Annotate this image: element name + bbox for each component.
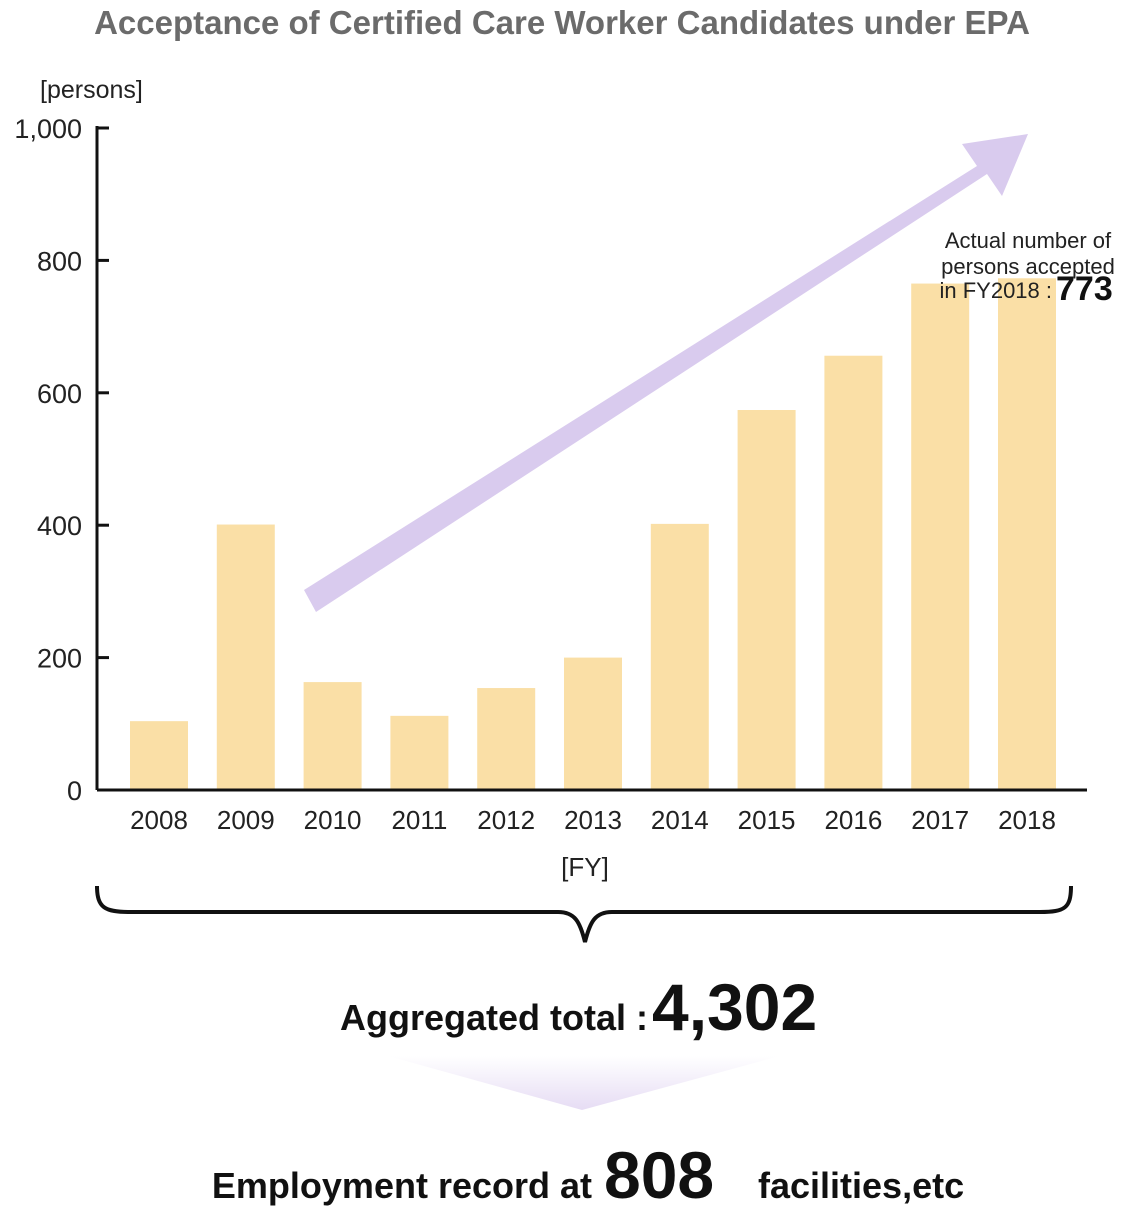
y-tick-label: 400 bbox=[37, 511, 82, 541]
x-tick-label: 2010 bbox=[304, 805, 362, 835]
y-tick-label: 200 bbox=[37, 644, 82, 674]
bar-2008 bbox=[130, 721, 188, 790]
x-tick-label: 2009 bbox=[217, 805, 275, 835]
bar-2013 bbox=[564, 657, 622, 790]
trend-arrow-icon bbox=[304, 134, 1028, 612]
brace bbox=[95, 885, 1073, 943]
employment-prefix: Employment record at bbox=[212, 1165, 592, 1206]
y-tick-label: 600 bbox=[37, 379, 82, 409]
bar-2017 bbox=[911, 283, 970, 790]
down-arrow-icon bbox=[388, 1056, 780, 1110]
x-tick-label: 2014 bbox=[651, 805, 709, 835]
annotation-line-3: in FY2018 : bbox=[939, 278, 1052, 303]
x-tick-label: 2011 bbox=[391, 805, 447, 835]
y-tick-label: 800 bbox=[37, 246, 82, 276]
employment-value: 808 bbox=[604, 1138, 714, 1211]
annotation: Actual number of persons accepted in FY2… bbox=[939, 228, 1114, 308]
x-axis-label: [FY] bbox=[561, 852, 609, 882]
annotation-line-1: Actual number of bbox=[945, 228, 1112, 253]
annotation-line-2: persons accepted bbox=[941, 254, 1115, 279]
x-tick-label: 2015 bbox=[738, 805, 796, 835]
y-tick-label: 1,000 bbox=[14, 114, 82, 144]
x-tick-label: 2018 bbox=[998, 805, 1056, 835]
x-tick-label: 2012 bbox=[477, 805, 535, 835]
bar-2015 bbox=[737, 410, 796, 790]
bar-2010 bbox=[303, 682, 362, 790]
bar-2011 bbox=[390, 715, 449, 790]
bar-2014 bbox=[650, 523, 709, 790]
employment-record: Employment record at 808 facilities,etc bbox=[212, 1138, 964, 1211]
employment-suffix: facilities,etc bbox=[758, 1165, 964, 1206]
aggregated-total-value: 4,302 bbox=[652, 970, 817, 1044]
chart-title: Acceptance of Certified Care Worker Cand… bbox=[94, 4, 1030, 41]
annotation-value: 773 bbox=[1056, 270, 1113, 308]
aggregated-total: Aggregated total : 4,302 bbox=[340, 970, 817, 1044]
x-tick-label: 2013 bbox=[564, 805, 622, 835]
x-tick-label: 2016 bbox=[824, 805, 882, 835]
y-axis-label: [persons] bbox=[40, 76, 143, 104]
y-tick-label: 0 bbox=[67, 776, 82, 806]
bar-2018 bbox=[998, 278, 1056, 790]
bar-2012 bbox=[477, 688, 536, 790]
bar-2016 bbox=[824, 355, 883, 790]
x-tick-label: 2017 bbox=[911, 805, 969, 835]
x-tick-label: 2008 bbox=[130, 805, 188, 835]
aggregated-total-label: Aggregated total : bbox=[340, 997, 648, 1038]
bar-2009 bbox=[216, 524, 275, 790]
